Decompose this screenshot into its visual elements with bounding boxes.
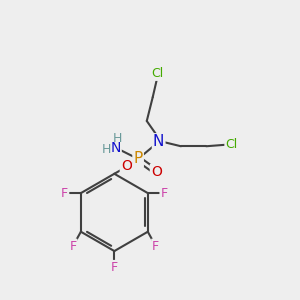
Text: F: F [61,187,68,200]
Text: Cl: Cl [151,67,163,80]
Text: O: O [151,165,162,179]
Text: F: F [111,261,118,274]
Text: F: F [152,239,159,253]
Text: F: F [69,239,76,253]
Text: F: F [160,187,168,200]
Text: H: H [112,132,122,145]
Text: N: N [153,134,164,149]
Text: P: P [134,152,143,166]
Text: O: O [121,159,132,173]
Text: H: H [101,142,111,156]
Text: Cl: Cl [225,138,238,151]
Text: N: N [110,141,121,154]
